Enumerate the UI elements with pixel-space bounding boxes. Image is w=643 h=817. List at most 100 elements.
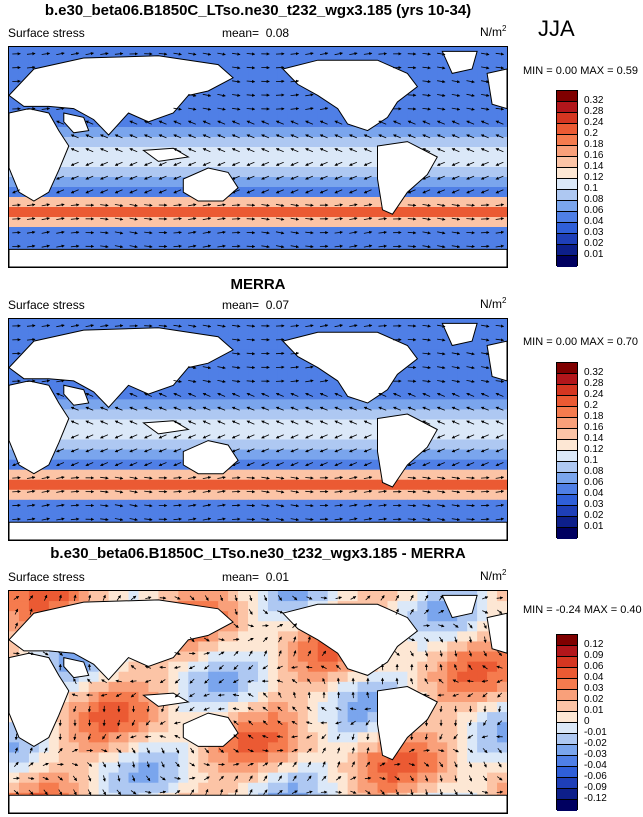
field-cell: [178, 197, 189, 208]
stress-vector: [70, 244, 80, 248]
field-cell: [138, 671, 150, 683]
field-cell: [467, 207, 478, 218]
field-cell: [48, 319, 60, 330]
field-cell: [228, 319, 239, 330]
field-cell: [427, 207, 438, 218]
field-cell: [267, 107, 279, 118]
field-cell: [208, 379, 219, 390]
field-cell: [287, 712, 299, 723]
stress-vector: [246, 365, 256, 370]
field-cell: [168, 782, 179, 794]
field-cell: [457, 651, 468, 663]
stress-vector: [451, 217, 461, 221]
stress-vector: [189, 693, 195, 698]
field-cell: [228, 67, 239, 78]
stress-vector: [246, 66, 256, 70]
field-cell: [297, 732, 309, 743]
stress-vector: [246, 462, 255, 467]
stress-vector: [466, 517, 475, 521]
field-cell: [487, 207, 498, 218]
field-cell: [447, 207, 458, 218]
field-cell: [9, 177, 20, 188]
field-cell: [228, 389, 239, 400]
stress-vector: [116, 595, 121, 601]
field-cell: [228, 752, 239, 764]
field-cell: [88, 137, 100, 148]
stress-vector: [70, 517, 80, 521]
field-cell: [68, 509, 80, 521]
field-cell: [9, 197, 20, 208]
field-cell: [248, 339, 259, 350]
field-cell: [68, 197, 80, 208]
stress-vector: [451, 93, 461, 97]
field-cell: [427, 732, 438, 743]
field-cell: [417, 722, 428, 733]
field-cell: [487, 479, 498, 491]
stress-vector: [173, 392, 182, 397]
field-cell: [497, 591, 507, 602]
field-cell: [98, 167, 110, 178]
stress-vector: [276, 679, 283, 683]
field-cell: [68, 137, 80, 148]
field-cell: [307, 127, 319, 138]
field-cell: [168, 439, 179, 451]
field-cell: [477, 752, 488, 764]
field-cell: [317, 681, 329, 693]
field-cell: [238, 77, 249, 88]
field-cell: [258, 359, 269, 370]
stress-vector: [88, 594, 92, 601]
field-cell: [367, 127, 379, 138]
stress-vector: [129, 476, 138, 480]
field-cell: [457, 782, 468, 794]
stress-vector: [319, 148, 328, 153]
field-cell: [347, 489, 359, 501]
stress-vector: [173, 406, 182, 411]
field-cell: [457, 459, 468, 471]
stress-vector: [335, 721, 342, 725]
stress-vector: [319, 462, 328, 467]
field-cell: [158, 459, 169, 471]
stress-vector: [173, 230, 182, 235]
stress-vector: [438, 678, 444, 684]
stress-vector: [495, 379, 505, 383]
field-cell: [128, 429, 140, 441]
stress-vector: [322, 677, 326, 685]
field-cell: [118, 499, 130, 511]
field-cell: [427, 681, 438, 693]
field-cell: [78, 509, 90, 521]
field-cell: [98, 479, 110, 491]
stress-vector: [349, 503, 358, 507]
field-cell: [58, 671, 70, 683]
field-cell: [447, 349, 458, 360]
field-cell: [228, 329, 239, 340]
field-cell: [467, 349, 478, 360]
field-cell: [248, 197, 259, 208]
stress-vector: [218, 678, 224, 684]
stress-vector: [144, 490, 153, 494]
field-cell: [78, 147, 90, 158]
field-cell: [238, 732, 249, 743]
field-cell: [48, 752, 60, 764]
field-cell: [128, 187, 140, 198]
field-cell: [18, 469, 30, 481]
field-cell: [467, 641, 478, 653]
field-cell: [347, 772, 359, 784]
field-cell: [228, 479, 239, 491]
field-cell: [367, 217, 379, 228]
field-cell: [48, 207, 60, 218]
stress-vector: [246, 392, 255, 397]
field-cell: [208, 197, 219, 208]
field-cell: [387, 509, 399, 521]
stress-vector: [290, 93, 300, 97]
stress-vector: [129, 148, 138, 153]
stress-vector: [56, 217, 65, 221]
field-cell: [357, 207, 369, 218]
field-cell: [307, 409, 319, 421]
field-cell: [467, 369, 478, 380]
field-cell: [138, 459, 150, 471]
field-cell: [437, 329, 448, 340]
field-cell: [457, 87, 468, 98]
field-cell: [148, 702, 159, 713]
field-cell: [118, 177, 130, 188]
field-cell: [317, 782, 329, 794]
